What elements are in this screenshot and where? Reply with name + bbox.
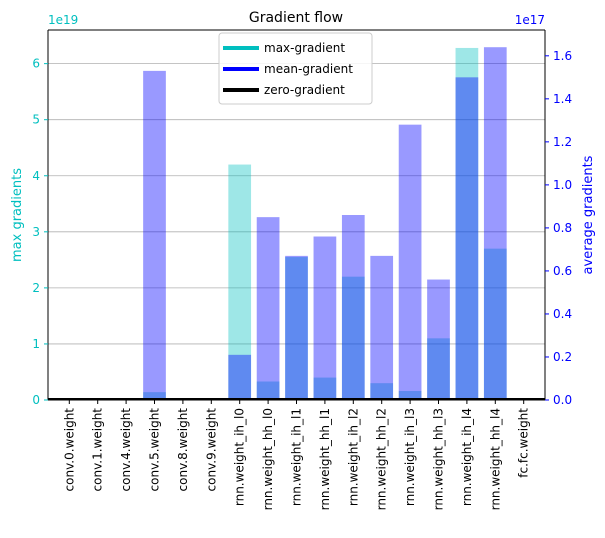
legend-frame xyxy=(218,32,373,105)
x-tick-label: conv.0.weight xyxy=(62,408,76,492)
x-tick-label: rnn.weight_hh_l2 xyxy=(375,408,389,510)
x-tick-label: rnn.weight_hh_l0 xyxy=(261,408,275,510)
x-tick-label: rnn.weight_ih_l1 xyxy=(290,408,304,506)
max-gradient-bar xyxy=(398,391,422,400)
x-tick-label: rnn.weight_hh_l4 xyxy=(488,408,502,510)
max-gradient-bar xyxy=(285,257,308,400)
y-left-tick-label: 5 xyxy=(32,113,40,127)
x-tick-label: fc.fc.weight xyxy=(517,408,531,478)
y-right-tick-label: 1.6 xyxy=(553,49,572,63)
mean-gradient-bar xyxy=(143,70,166,400)
x-tick-label: rnn.weight_hh_l1 xyxy=(318,408,332,510)
max-gradient-bar xyxy=(256,381,280,400)
mean-gradient-bar xyxy=(228,354,252,400)
y-left-tick-label: 4 xyxy=(32,169,40,183)
max-gradient-bar xyxy=(228,164,252,400)
x-tick-label: rnn.weight_ih_l3 xyxy=(403,408,417,506)
right-axis-offset: 1e17 xyxy=(515,13,545,27)
y-right-tick-label: 0.6 xyxy=(553,264,572,278)
left-axis-offset: 1e19 xyxy=(48,13,78,27)
legend-label: mean-gradient xyxy=(264,62,353,76)
tick-labels: 0 1 2 3 4 5 6 0.0 0.2 0.4 0.6 0.8 1.0 1.2 1.4 1.6 conv.0… xyxy=(32,49,572,511)
mean-gradient-bar xyxy=(370,255,394,400)
mean-gradient-bar xyxy=(455,77,479,400)
x-tick-label: rnn.weight_hh_l3 xyxy=(432,408,446,510)
x-tick-label: conv.1.weight xyxy=(91,408,105,492)
mean-gradient-bar xyxy=(341,215,365,400)
max-gradient-bar xyxy=(483,248,507,400)
mean-gradient-bar xyxy=(398,124,422,401)
x-tick-label: rnn.weight_ih_l4 xyxy=(460,408,474,506)
max-gradient-bar xyxy=(370,383,394,400)
max-gradient-bar xyxy=(313,377,337,400)
legend-label: zero-gradient xyxy=(264,83,345,97)
x-tick-label: rnn.weight_ih_l2 xyxy=(346,408,360,506)
y-left-tick-label: 3 xyxy=(32,225,40,239)
y-left-tick-label: 6 xyxy=(32,57,40,71)
max-gradient-bar xyxy=(341,276,365,400)
mean-gradient-bar xyxy=(427,279,450,400)
y-right-tick-label: 0.2 xyxy=(553,350,572,364)
max-gradient-bar xyxy=(143,392,166,400)
x-tick-label: conv.5.weight xyxy=(148,408,162,492)
y-left-tick-label: 2 xyxy=(32,281,40,295)
mean-gradient-bar xyxy=(256,217,280,400)
y-right-tick-label: 1.2 xyxy=(553,135,572,149)
y-right-tick-label: 0.4 xyxy=(553,307,572,321)
bars xyxy=(48,47,545,401)
y-left-tick-label: 1 xyxy=(32,337,40,351)
x-tick-label: conv.9.weight xyxy=(204,408,218,492)
y-axis-left-label: max gradients xyxy=(10,168,25,262)
x-tick-label: rnn.weight_ih_l0 xyxy=(233,408,247,506)
y-right-tick-label: 1.4 xyxy=(553,92,572,106)
y-right-tick-label: 0.0 xyxy=(553,393,572,407)
x-tick-label: conv.8.weight xyxy=(176,408,190,492)
y-axis-right-label: average gradients xyxy=(581,155,596,274)
mean-gradient-bar xyxy=(483,47,507,401)
y-right-tick-label: 0.8 xyxy=(553,221,572,235)
mean-gradient-bar xyxy=(313,236,337,400)
chart-title: Gradient flow xyxy=(249,10,343,26)
y-left-tick-label: 0 xyxy=(32,393,40,407)
legend-label: max-gradient xyxy=(264,41,345,55)
x-tick-label: conv.4.weight xyxy=(119,408,133,492)
max-gradient-bar xyxy=(455,47,479,400)
y-right-tick-label: 1.0 xyxy=(553,178,572,192)
max-gradient-bar xyxy=(427,338,450,400)
legend: max-gradient mean-gradient zero-gradient xyxy=(218,32,373,105)
mean-gradient-bar xyxy=(285,255,308,400)
